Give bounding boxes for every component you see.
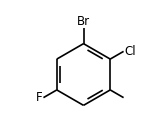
Text: F: F — [36, 91, 43, 104]
Text: Br: Br — [77, 15, 90, 28]
Text: Cl: Cl — [124, 45, 136, 58]
